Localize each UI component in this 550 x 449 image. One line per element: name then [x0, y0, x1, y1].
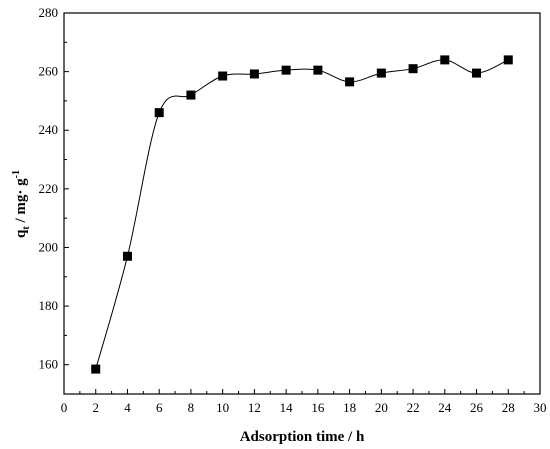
data-point: [376, 68, 386, 78]
data-point: [154, 108, 164, 118]
x-tick-label: 10: [216, 400, 229, 415]
x-tick-label: 12: [248, 400, 261, 415]
data-point: [408, 64, 418, 74]
y-axis-ticks: 160 180 200 220 240 260 280: [39, 5, 69, 395]
x-tick-label: 2: [92, 400, 99, 415]
x-tick-label: 22: [407, 400, 420, 415]
data-point: [122, 251, 132, 261]
y-tick-label: 180: [39, 298, 59, 313]
y-tick-label: 260: [39, 64, 59, 79]
y-tick-label: 200: [39, 239, 59, 254]
y-axis-title-rest: / mg· g: [13, 178, 29, 226]
y-tick-label: 240: [39, 122, 59, 137]
data-point: [186, 90, 196, 100]
data-point: [249, 69, 259, 79]
x-tick-label: 0: [61, 400, 68, 415]
data-point: [440, 55, 450, 65]
x-tick-label: 4: [124, 400, 131, 415]
y-axis-title-sup: -1: [11, 170, 22, 178]
y-axis-title-main: q: [13, 229, 29, 238]
x-tick-label: 20: [375, 400, 388, 415]
y-tick-label: 280: [39, 5, 59, 20]
x-tick-label: 18: [343, 400, 356, 415]
y-axis-title-sub: t: [21, 226, 32, 230]
data-point: [313, 65, 323, 75]
x-tick-label: 16: [311, 400, 325, 415]
data-point: [91, 364, 101, 374]
data-point: [218, 71, 228, 81]
x-tick-label: 8: [188, 400, 195, 415]
x-axis-title: Adsorption time / h: [240, 429, 365, 445]
x-tick-label: 6: [156, 400, 163, 415]
data-markers: [91, 55, 513, 374]
y-tick-label: 220: [39, 181, 59, 196]
data-point: [281, 65, 291, 75]
x-tick-label: 30: [534, 400, 547, 415]
x-tick-label: 26: [470, 400, 484, 415]
y-axis-title: qt / mg· g-1: [11, 170, 32, 238]
series-line: [95, 59, 509, 370]
x-tick-label: 14: [280, 400, 294, 415]
x-axis-ticks: 0 2 4 6 8 10 12 14 16 18 20 22 24 26 28 30: [61, 389, 547, 415]
y-tick-label: 160: [39, 357, 59, 372]
data-point: [503, 55, 513, 65]
data-point: [345, 77, 355, 87]
x-tick-label: 24: [438, 400, 452, 415]
plot-frame: [63, 12, 541, 395]
x-tick-label: 28: [502, 400, 515, 415]
data-point: [472, 68, 482, 78]
